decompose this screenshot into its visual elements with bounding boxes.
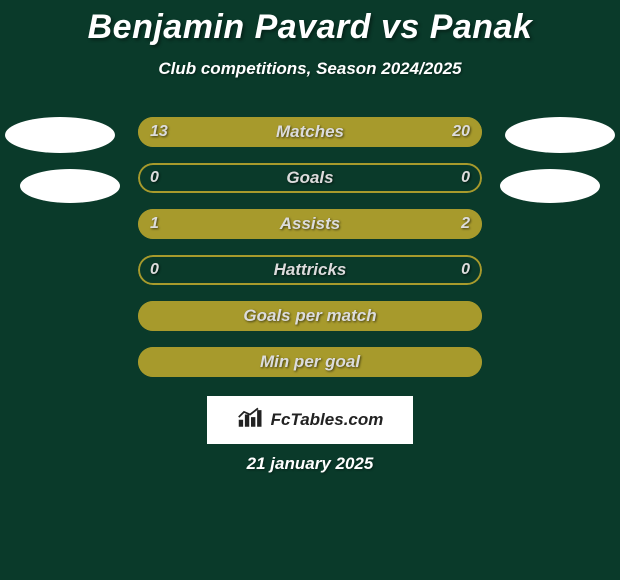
bar-value-left: 13: [150, 117, 168, 147]
footer-date: 21 january 2025: [0, 454, 620, 474]
player2-avatar-shape-2: [500, 169, 600, 203]
bar-value-left: 0: [150, 163, 159, 193]
source-badge: FcTables.com: [207, 396, 413, 444]
bar-value-left: 0: [150, 255, 159, 285]
player1-avatar-shape-2: [20, 169, 120, 203]
player1-avatar-shape-1: [5, 117, 115, 153]
bar-label: Goals per match: [138, 301, 482, 331]
bar-row: Min per goal: [138, 347, 482, 377]
source-badge-text: FcTables.com: [271, 410, 384, 430]
bar-value-left: 1: [150, 209, 159, 239]
bar-label: Assists: [138, 209, 482, 239]
bar-value-right: 2: [461, 209, 470, 239]
bar-value-right: 0: [461, 163, 470, 193]
bar-row: Matches13 20: [138, 117, 482, 147]
bar-value-right: 20: [452, 117, 470, 147]
player2-avatar-shape-1: [505, 117, 615, 153]
bar-label: Matches: [138, 117, 482, 147]
bar-row: Hattricks0 0: [138, 255, 482, 285]
bar-row: Goals per match: [138, 301, 482, 331]
bar-label: Hattricks: [138, 255, 482, 285]
bar-label: Min per goal: [138, 347, 482, 377]
bar-row: Goals0 0: [138, 163, 482, 193]
bar-chart-icon: [237, 407, 265, 434]
page-title: Benjamin Pavard vs Panak: [0, 0, 620, 47]
bar-label: Goals: [138, 163, 482, 193]
bar-row: Assists1 2: [138, 209, 482, 239]
page-subtitle: Club competitions, Season 2024/2025: [0, 59, 620, 79]
bars-container: Matches1320Goals00Assists12Hattricks00Go…: [138, 117, 482, 393]
bar-value-right: 0: [461, 255, 470, 285]
